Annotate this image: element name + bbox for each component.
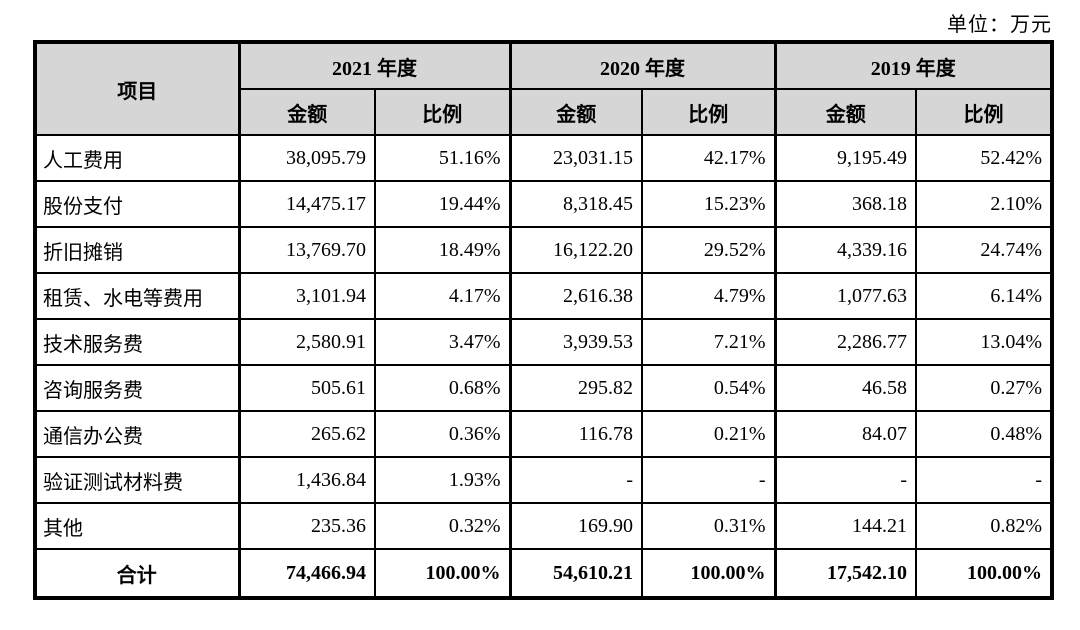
amount-cell: - [773,456,917,504]
table-row: 其他 235.36 0.32% 169.90 0.31% 144.21 0.82% [34,502,1053,550]
amount-cell: 2,616.38 [508,272,643,320]
ratio-cell: 0.36% [374,410,511,458]
table-row: 租赁、水电等费用 3,101.94 4.17% 2,616.38 4.79% 1,077.… [34,272,1053,320]
amount-cell: 2,580.91 [237,318,376,366]
ratio-cell: 29.52% [641,226,776,274]
ratio-cell: 7.21% [641,318,776,366]
row-item-label: 折旧摊销 [34,226,240,274]
amount-cell: 46.58 [773,364,917,412]
ratio-cell: 1.93% [374,456,511,504]
year-header-row: 项目 2021 年度 2020 年度 2019 年度 [34,41,1053,136]
ratio-cell: 13.04% [915,318,1053,366]
total-amount-2021: 74,466.94 [237,548,376,599]
amount-header-2020: 金额 [508,88,643,136]
amount-cell: 144.21 [773,502,917,550]
ratio-cell: 4.17% [374,272,511,320]
table-row: 人工费用 38,095.79 51.16% 23,031.15 42.17% 9,195.… [34,134,1053,182]
amount-cell: 2,286.77 [773,318,917,366]
amount-header-2019: 金额 [773,88,917,136]
total-amount-2020: 54,610.21 [508,548,643,599]
total-ratio-2019: 100.00% [915,548,1053,599]
table-row: 技术服务费 2,580.91 3.47% 3,939.53 7.21% 2,286.77 1… [34,318,1053,366]
amount-cell: 169.90 [508,502,643,550]
table-row: 股份支付 14,475.17 19.44% 8,318.45 15.23% 368.18 2… [34,180,1053,228]
ratio-cell: 0.54% [641,364,776,412]
amount-cell: 14,475.17 [237,180,376,228]
ratio-cell: 0.48% [915,410,1053,458]
amount-cell: 3,939.53 [508,318,643,366]
amount-cell: 505.61 [237,364,376,412]
amount-cell: 295.82 [508,364,643,412]
ratio-cell: 52.42% [915,134,1053,182]
ratio-cell: - [915,456,1053,504]
row-item-label: 通信办公费 [34,410,240,458]
table-body: 人工费用 38,095.79 51.16% 23,031.15 42.17% 9,195.… [34,134,1053,550]
ratio-cell: 0.31% [641,502,776,550]
amount-cell: 16,122.20 [508,226,643,274]
ratio-header-2021: 比例 [374,88,511,136]
total-row: 合计 74,466.94 100.00% 54,610.21 100.00% 1… [34,548,1053,599]
table-row: 咨询服务费 505.61 0.68% 295.82 0.54% 46.58 0.27% [34,364,1053,412]
ratio-cell: 0.82% [915,502,1053,550]
ratio-cell: 51.16% [374,134,511,182]
table-row: 折旧摊销 13,769.70 18.49% 16,122.20 29.52% 4,339.… [34,226,1053,274]
year-header-2021: 2021 年度 [237,41,511,90]
row-item-label: 人工费用 [34,134,240,182]
expense-table: 项目 2021 年度 2020 年度 2019 年度 金额 比例 金额 比例 金… [33,40,1054,600]
ratio-cell: 24.74% [915,226,1053,274]
amount-cell: 3,101.94 [237,272,376,320]
ratio-cell: 0.21% [641,410,776,458]
total-label: 合计 [34,548,240,599]
row-item-label: 租赁、水电等费用 [34,272,240,320]
table-header: 项目 2021 年度 2020 年度 2019 年度 金额 比例 金额 比例 金… [34,41,1053,136]
amount-cell: 116.78 [508,410,643,458]
subheader-row: 金额 比例 金额 比例 金额 比例 [35,88,1053,136]
ratio-header-2019: 比例 [915,88,1053,136]
row-item-label: 其他 [34,502,240,550]
row-item-label: 股份支付 [34,180,240,228]
amount-cell: 9,195.49 [773,134,917,182]
amount-cell: 4,339.16 [773,226,917,274]
amount-cell: 38,095.79 [237,134,376,182]
amount-cell: 23,031.15 [508,134,643,182]
row-item-label: 验证测试材料费 [34,456,240,504]
amount-cell: 1,436.84 [237,456,376,504]
table-row: 通信办公费 265.62 0.36% 116.78 0.21% 84.07 0.48% [34,410,1053,458]
ratio-cell: 2.10% [915,180,1053,228]
ratio-cell: 0.27% [915,364,1053,412]
ratio-cell: 0.32% [374,502,511,550]
table-row: 验证测试材料费 1,436.84 1.93% - - - - [34,456,1053,504]
ratio-cell: 42.17% [641,134,776,182]
year-header-2020: 2020 年度 [508,41,776,90]
ratio-cell: 6.14% [915,272,1053,320]
ratio-header-2020: 比例 [641,88,776,136]
ratio-cell: 19.44% [374,180,511,228]
amount-cell: 235.36 [237,502,376,550]
ratio-cell: 18.49% [374,226,511,274]
ratio-cell: - [641,456,776,504]
amount-cell: 1,077.63 [773,272,917,320]
amount-header-2021: 金额 [237,88,376,136]
amount-cell: 265.62 [237,410,376,458]
unit-label: 单位：万元 [947,14,1052,36]
ratio-cell: 4.79% [641,272,776,320]
ratio-cell: 0.68% [374,364,511,412]
amount-cell: 13,769.70 [237,226,376,274]
amount-cell: 8,318.45 [508,180,643,228]
total-amount-2019: 17,542.10 [773,548,917,599]
total-ratio-2021: 100.00% [374,548,511,599]
item-column-header: 项目 [34,41,240,136]
amount-cell: 368.18 [773,180,917,228]
row-item-label: 技术服务费 [34,318,240,366]
row-item-label: 咨询服务费 [34,364,240,412]
total-ratio-2020: 100.00% [641,548,776,599]
amount-cell: - [508,456,643,504]
year-header-2019: 2019 年度 [773,41,1053,90]
amount-cell: 84.07 [773,410,917,458]
ratio-cell: 15.23% [641,180,776,228]
ratio-cell: 3.47% [374,318,511,366]
